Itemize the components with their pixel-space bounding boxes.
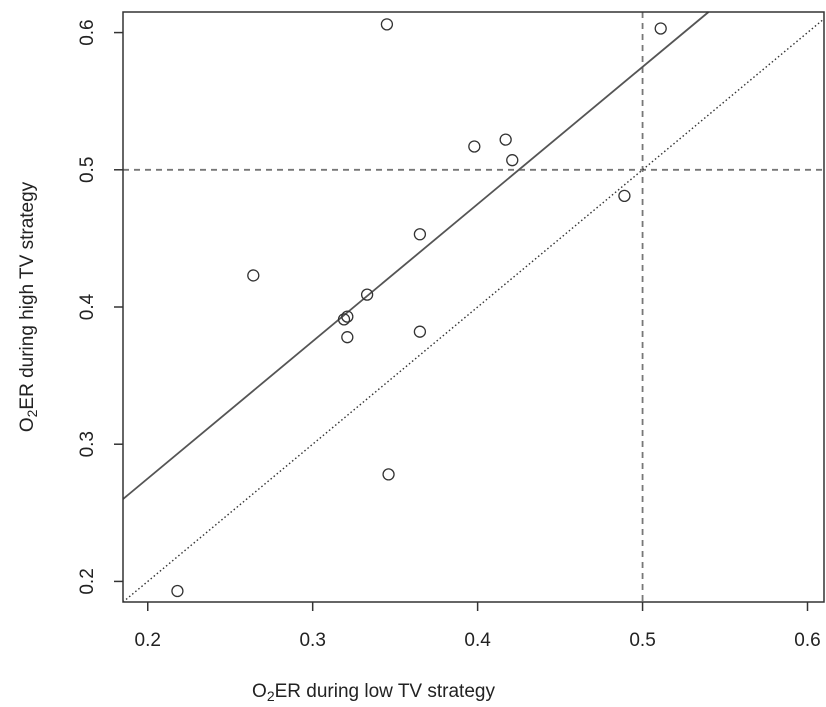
y-axis-label-subscript: 2 <box>24 409 40 417</box>
y-axis-label-prefix: O <box>17 417 38 432</box>
x-tick-label: 0.6 <box>794 630 820 651</box>
data-point <box>413 228 427 241</box>
data-point <box>499 133 512 146</box>
y-axis-label: O2ER during high TV strategy <box>17 181 40 432</box>
data-point <box>247 269 260 282</box>
data-point <box>360 288 374 301</box>
x-axis-label-subscript: 2 <box>267 688 275 704</box>
data-point <box>341 331 354 344</box>
x-tick-label: 0.2 <box>135 630 161 651</box>
y-axis-label-suffix: ER during high TV strategy <box>17 181 38 409</box>
x-tick-label: 0.3 <box>299 630 325 651</box>
data-point <box>341 310 354 323</box>
data-points <box>171 18 667 598</box>
data-point <box>506 154 519 167</box>
y-tick-label: 0.6 <box>77 19 98 45</box>
data-point <box>171 584 184 598</box>
data-point <box>618 189 631 203</box>
x-axis-label: O2ER during low TV strategy <box>252 681 495 704</box>
data-point <box>468 140 481 153</box>
y-tick-label: 0.3 <box>77 431 98 457</box>
data-point <box>413 325 427 338</box>
x-tick-label: 0.4 <box>464 630 491 651</box>
regression-line <box>122 11 710 500</box>
x-tick-label: 0.5 <box>629 630 655 651</box>
y-tick-label: 0.5 <box>77 157 98 183</box>
y-tick-label: 0.2 <box>77 568 98 594</box>
reference-lines <box>123 12 824 602</box>
plot-frame <box>122 11 825 603</box>
x-axis-label-prefix: O <box>252 681 267 702</box>
x-axis-label-suffix: ER during low TV strategy <box>275 681 496 702</box>
data-point <box>654 22 667 35</box>
y-axis-ticks: 0.2 0.3 0.4 0.5 0.6 <box>77 19 123 595</box>
identity-line <box>122 18 825 603</box>
data-point <box>337 313 351 326</box>
data-point <box>380 18 394 31</box>
y-tick-label: 0.4 <box>77 293 98 320</box>
x-axis-ticks: 0.2 0.3 0.4 0.5 0.6 <box>135 602 821 651</box>
fit-lines <box>122 11 825 603</box>
data-point <box>382 468 395 481</box>
